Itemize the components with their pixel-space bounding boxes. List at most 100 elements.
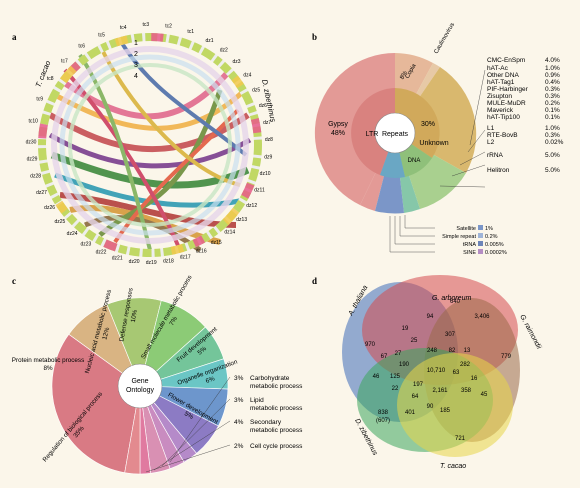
leader-line <box>459 151 486 166</box>
venn-t-cacao <box>397 353 513 457</box>
venn-number: 185 <box>440 408 451 414</box>
chromosome-label-dz: dz13 <box>236 217 247 223</box>
go-callout-line1: Cell cycle process <box>250 443 303 450</box>
chromosome-label-tc: tc2 <box>165 24 172 30</box>
chromosome-label-tc: tc9 <box>36 96 43 102</box>
repeat-minor-swatch <box>478 241 483 246</box>
chromosome-label-dz: dz25 <box>54 219 65 225</box>
venn-number: 640 <box>450 299 461 305</box>
repeat-minor-name: Satellite <box>456 226 476 232</box>
repeat-minor-swatch <box>478 249 483 254</box>
leader-lines <box>389 69 486 253</box>
go-callout-line1: Lipid <box>250 397 264 404</box>
venn-number: 190 <box>399 362 410 368</box>
track-ring-4 <box>68 63 232 227</box>
venn-label-t-cacao: T. cacao <box>440 463 466 470</box>
repeat-minor-value: 0.0002% <box>485 250 507 256</box>
venn-numbers: 970 640 779 838 (607) 721 19 94 307 3,406 67 27 25 24… <box>365 299 512 442</box>
chromosome-labels: tc1 tc2 tc3 tc4 tc5 tc6 tc7 tc8 tc9 tc10 dz1 dz2 dz3… <box>26 22 274 266</box>
chromosome-label-dz: dz8 <box>265 137 273 143</box>
chromosome-label-dz: dz1 <box>205 38 213 44</box>
chromosome-label-dz: dz27 <box>36 190 47 196</box>
panel-c: c Gene Ontology Regulation of biological… <box>12 274 303 475</box>
repeat-family-value: 0.3% <box>545 93 560 100</box>
ring-label-2: 2 <box>134 51 138 58</box>
ltr-inner <box>351 88 395 175</box>
go-slice-value: 7% <box>168 315 179 327</box>
venn-label-g-raimondii: G. raimondii <box>518 314 542 351</box>
repeat-family-list: CMC-EnSpm 4.0% hAT-Ac 1.0% Other DNA 0.9% hAT-… <box>487 57 564 174</box>
chromosome-label-dz: dz28 <box>30 174 41 180</box>
chromosome-label-dz: dz10 <box>260 171 271 177</box>
chromosome-label-dz: dz7 <box>263 120 271 126</box>
venn-number: 16 <box>471 376 478 382</box>
species-label-dzibethinus: D. zibethinus <box>260 79 278 124</box>
go-callout-line2: metabolic process <box>250 405 303 412</box>
synteny-ribbon <box>48 132 252 169</box>
go-callout-line1: Carbohydrate <box>250 375 290 382</box>
chromosome-label-tc: tc5 <box>98 32 105 38</box>
go-callout-value: 3% <box>234 397 244 404</box>
go-slice-value: 10% <box>130 309 139 323</box>
track-ring-3 <box>59 54 241 236</box>
venn-number: 45 <box>481 392 488 398</box>
go-slice-small <box>124 385 141 475</box>
venn-number: 64 <box>412 394 419 400</box>
dna-label: DNA <box>408 158 421 164</box>
go-slice-label: Protein metabolic process <box>12 357 84 364</box>
ring-label-3: 3 <box>134 62 138 69</box>
venn-number: 358 <box>461 388 472 394</box>
repeat-family-name: RTE-BovB <box>487 132 518 139</box>
other-inner <box>380 133 405 178</box>
leader-line <box>469 69 486 146</box>
venn-number: 90 <box>427 404 434 410</box>
venn-number: 27 <box>395 351 402 357</box>
venn-number: 19 <box>402 326 409 332</box>
ring-label-1: 1 <box>134 40 138 47</box>
venn-number: 3,406 <box>474 314 490 320</box>
repeat-minor-value: 0.2% <box>485 234 498 240</box>
go-slice-value: 6% <box>205 375 216 385</box>
repeat-family-value: 5.0% <box>545 167 560 174</box>
repeat-minor-list: Satellite 1% Simple repeat 0.2% tRNA 0.005% SI… <box>442 225 507 256</box>
venn-label-g-arboreum: G. arboreum <box>432 295 471 302</box>
repeat-family-value: 0.02% <box>545 139 564 146</box>
gypsy-value: 48% <box>331 130 345 137</box>
go-callout-line <box>153 420 231 471</box>
chromosome-label-dz: dz12 <box>246 203 257 209</box>
repeat-family-value: 4.0% <box>545 57 560 64</box>
repeat-family-name: L1 <box>487 125 495 132</box>
chromosome-label-dz: dz22 <box>96 250 107 256</box>
venn-number: 63 <box>453 370 460 376</box>
repeat-family-name: hAT-Ac <box>487 65 509 72</box>
go-pie <box>51 297 229 475</box>
chromosome-label-dz: dz3 <box>232 59 240 65</box>
repeat-family-value: 5.0% <box>545 152 560 159</box>
go-callout-line1: Secondary <box>250 419 282 426</box>
repeat-family-value: 1.0% <box>545 125 560 132</box>
gypsy-label: Gypsy <box>328 121 348 128</box>
venn-number: 197 <box>413 382 424 388</box>
caulimovirus-label: Caulimovirus <box>434 22 457 55</box>
go-callout-line2: metabolic process <box>250 383 303 390</box>
leader-line <box>394 216 435 245</box>
chromosome-label-dz: dz24 <box>67 231 78 237</box>
repeat-family-name: hAT-Tip100 <box>487 114 520 121</box>
panel-d: d A. thaliana G. arboreum G. raimondii D… <box>312 275 542 470</box>
repeat-family-name: CMC-EnSpm <box>487 57 525 64</box>
repeat-family-value: 0.9% <box>545 72 560 79</box>
chromosome-label-tc: tc10 <box>28 118 38 124</box>
venn-number: 125 <box>390 374 401 380</box>
venn-number: 248 <box>427 348 438 354</box>
repeat-minor-value: 1% <box>485 226 493 232</box>
chromosome-label-dz: dz19 <box>146 260 157 266</box>
repeat-family-name: PIF-Harbinger <box>487 86 529 93</box>
chromosome-label-dz: dz18 <box>163 259 174 265</box>
panel-b: b Repeats LTR 30% Unknown DNA Gypsy 48% … <box>312 22 564 256</box>
repeats-center <box>374 112 416 154</box>
venn-number: 779 <box>501 354 512 360</box>
venn-number: 970 <box>365 342 376 348</box>
chromosome-label-tc: tc6 <box>78 44 85 50</box>
synteny-ribbons <box>48 38 252 253</box>
panel-a: a 1 2 3 4 <box>12 22 278 266</box>
